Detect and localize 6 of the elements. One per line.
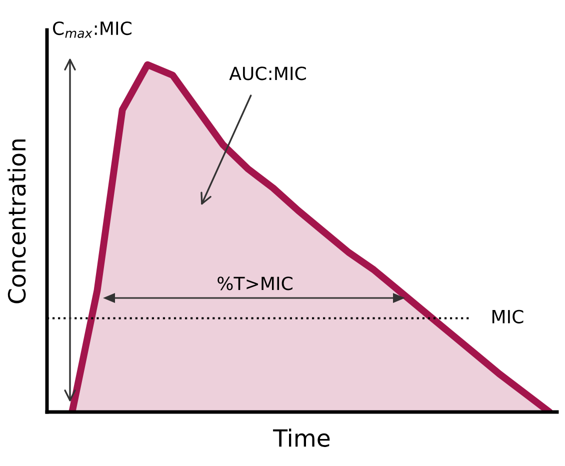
- x-axis-title: Time: [273, 428, 330, 447]
- text: C$_{max}$:MIC: [53, 21, 132, 38]
- y-axis-title: Concentration: [7, 139, 26, 304]
- annotation: AUC:MIC: [229, 66, 306, 80]
- ref-line-label: MIC: [492, 310, 524, 324]
- annotation: %T>MIC: [218, 276, 292, 290]
